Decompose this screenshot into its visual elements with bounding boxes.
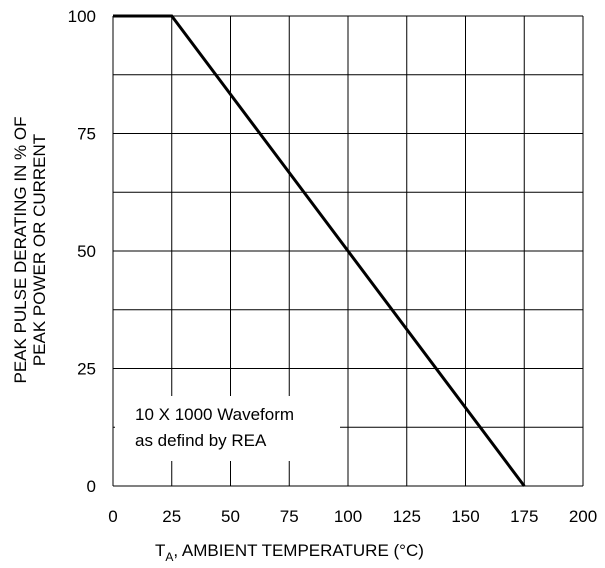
x-tick-label: 200	[569, 507, 597, 526]
series-line	[113, 14, 526, 487]
x-axis-title-main: T	[155, 541, 165, 560]
series-group	[113, 14, 526, 487]
x-axis-title-subscript: A	[165, 550, 173, 564]
x-axis-title-rest: , AMBIENT TEMPERATURE (°C)	[173, 541, 424, 560]
y-tick-label: 75	[77, 125, 96, 144]
x-tick-label: 25	[162, 507, 181, 526]
y-tick-label: 50	[77, 242, 96, 261]
x-tick-label: 175	[510, 507, 538, 526]
y-tick-labels: 0 25 50 75 100	[68, 7, 96, 496]
y-axis-title-line-1: PEAK PULSE DERATING IN % OF	[11, 116, 30, 383]
y-tick-label: 25	[77, 360, 96, 379]
x-tick-label: 50	[221, 507, 240, 526]
y-tick-label: 100	[68, 7, 96, 26]
y-axis-title-line-2: PEAK POWER OR CURRENT	[30, 134, 49, 366]
x-tick-label: 125	[393, 507, 421, 526]
x-tick-label: 0	[108, 507, 117, 526]
annotation-line-2: as defind by REA	[135, 431, 267, 450]
x-tick-labels: 0 25 50 75 100 125 150 175 200	[108, 507, 597, 526]
x-tick-label: 75	[280, 507, 299, 526]
annotation-line-1: 10 X 1000 Waveform	[135, 405, 294, 424]
x-axis-title: TA, AMBIENT TEMPERATURE (°C)	[155, 541, 424, 564]
y-tick-label: 0	[87, 477, 96, 496]
x-tick-label: 150	[451, 507, 479, 526]
x-tick-label: 100	[334, 507, 362, 526]
annotation-background	[115, 396, 340, 461]
